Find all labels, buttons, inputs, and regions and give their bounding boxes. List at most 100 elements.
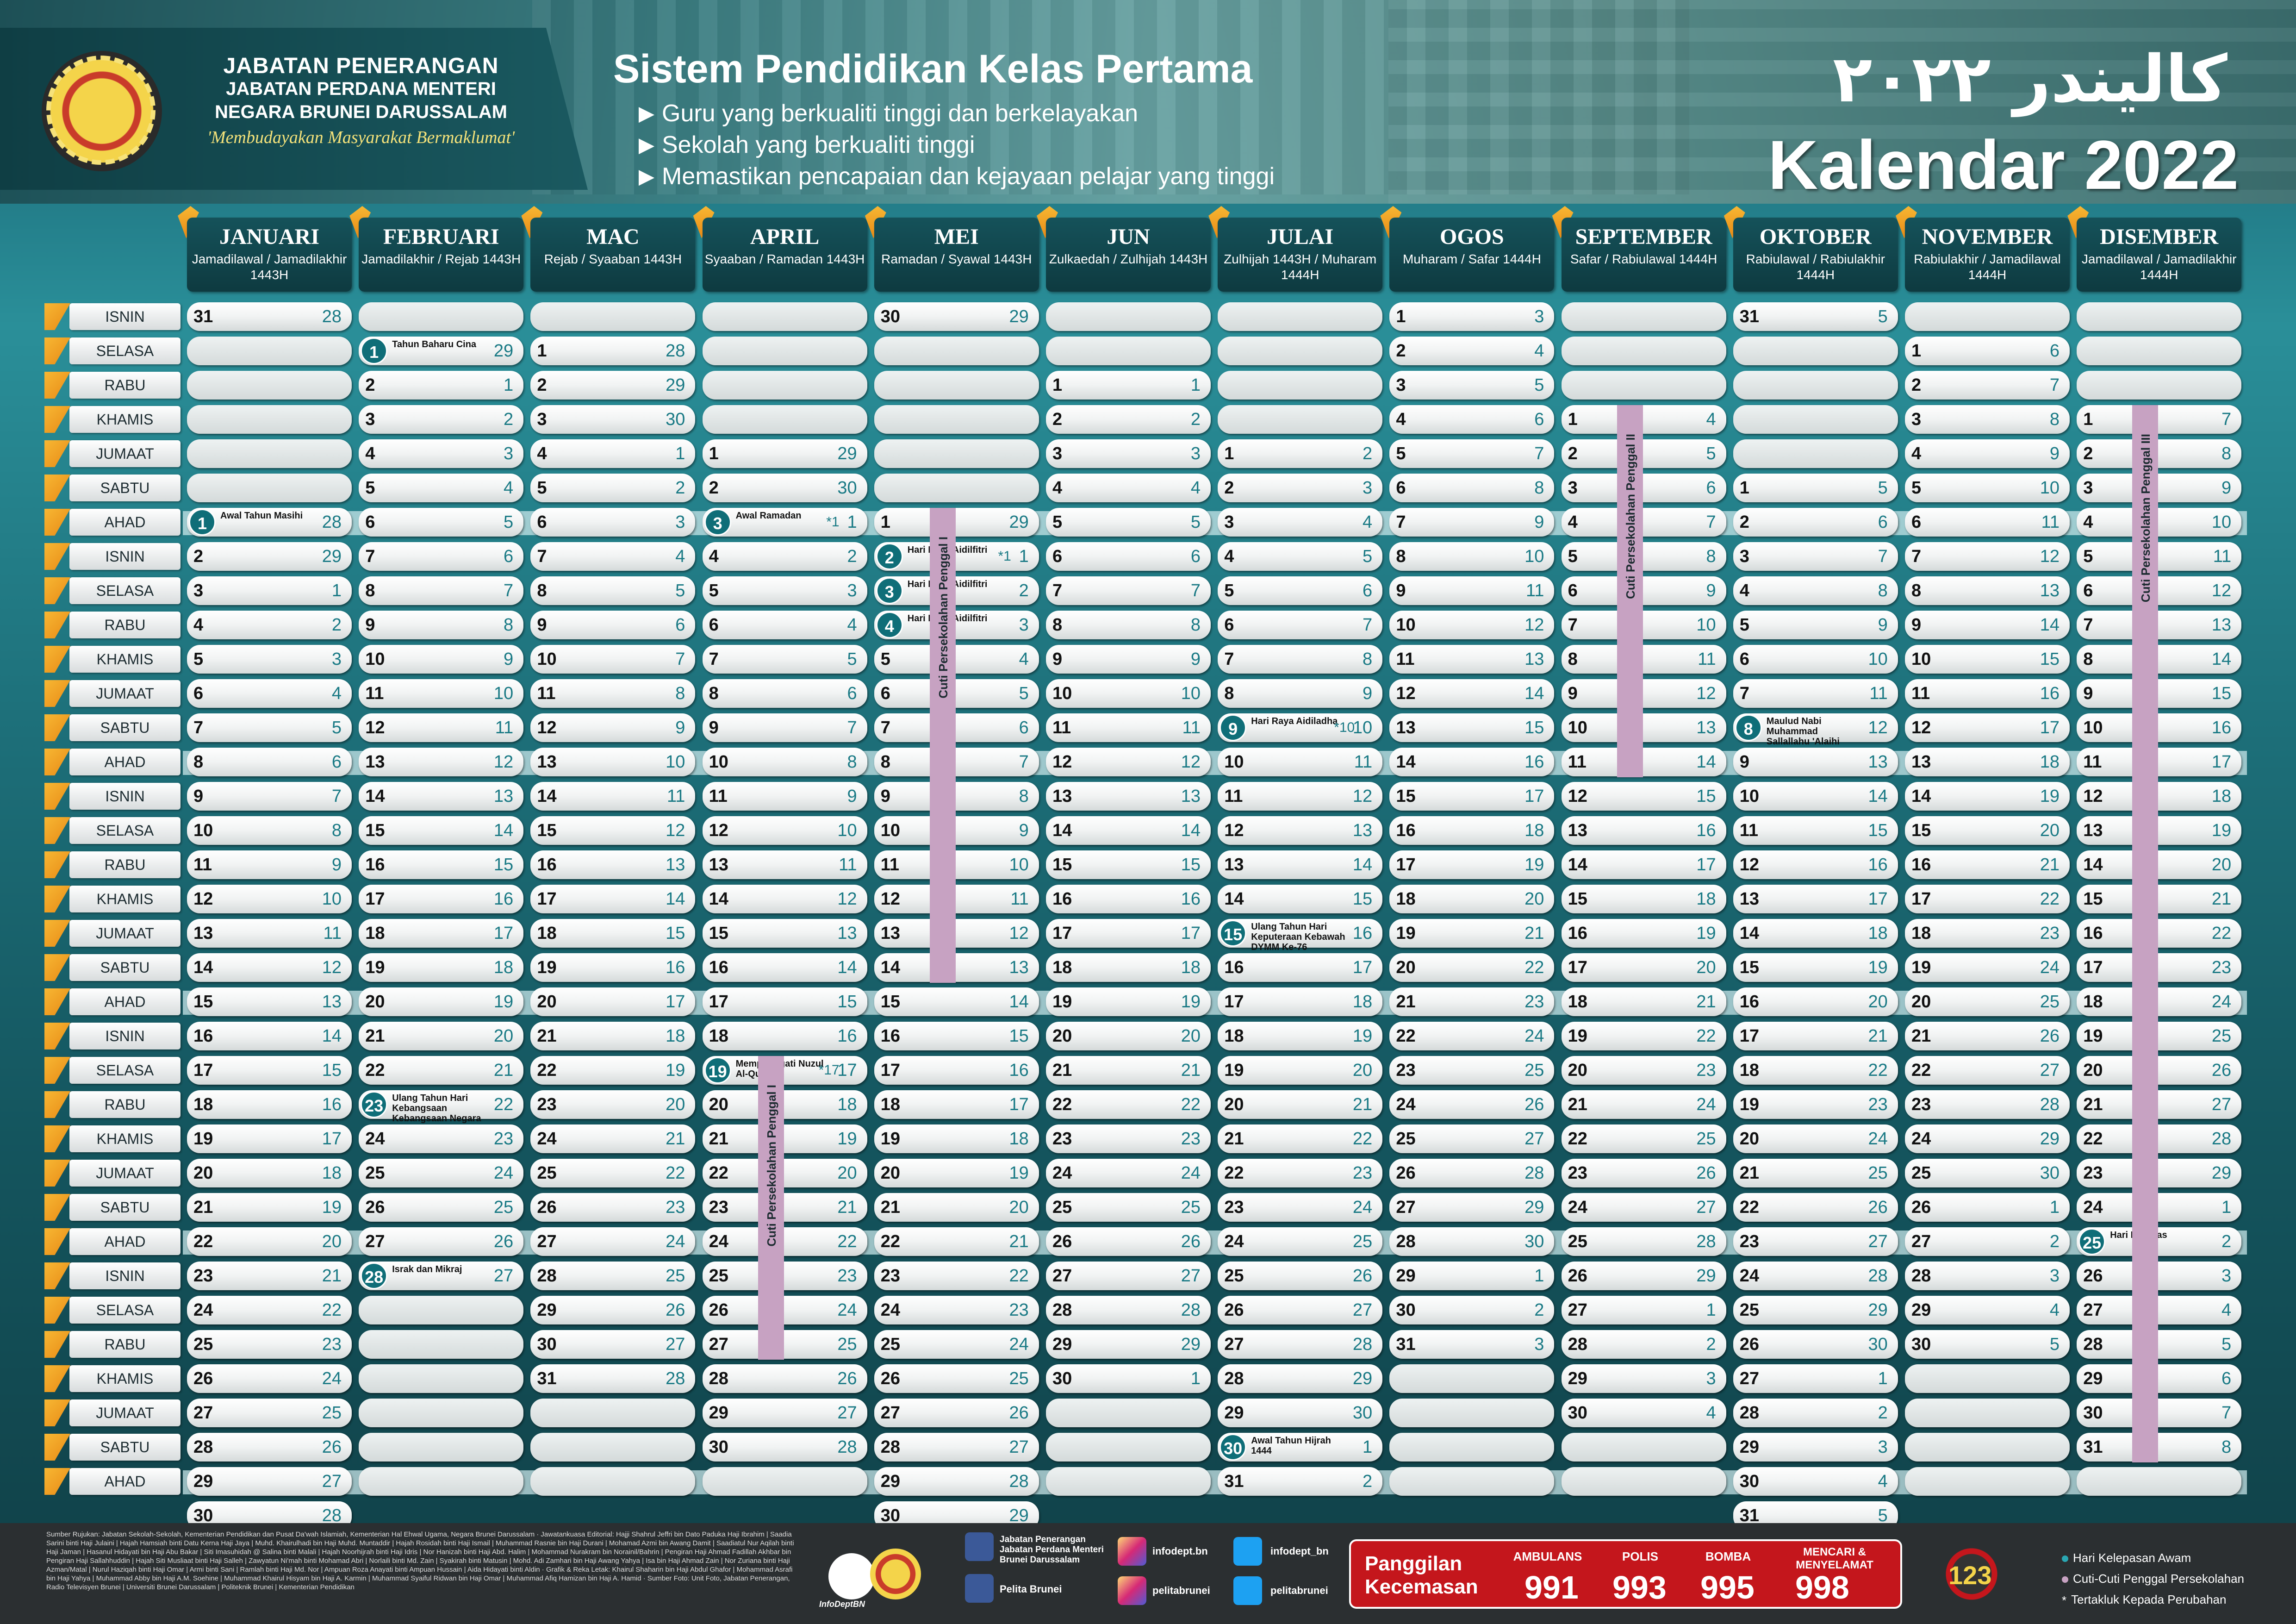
date-cell[interactable]: 14 12 — [702, 885, 867, 913]
date-cell[interactable]: 9 12 — [1561, 679, 1726, 708]
date-cell[interactable]: 23 24 — [1218, 1193, 1383, 1222]
date-cell[interactable]: 23 23 — [1046, 1124, 1211, 1153]
date-cell[interactable]: 2 30 — [702, 474, 867, 502]
date-cell[interactable]: 27 27 — [1046, 1262, 1211, 1290]
date-cell[interactable]: 19 20 — [1218, 1056, 1383, 1085]
date-cell[interactable]: 26 30 — [1733, 1330, 1898, 1359]
date-cell[interactable]: 25 29 — [1733, 1296, 1898, 1324]
date-cell[interactable]: 16 13 — [530, 850, 696, 879]
date-cell[interactable]: 5 10 — [1905, 474, 2070, 502]
police-number[interactable]: 993 — [1612, 1569, 1667, 1605]
date-cell[interactable]: 28 5 — [2077, 1330, 2242, 1359]
date-cell[interactable]: 29 1 — [1389, 1262, 1555, 1290]
date-cell[interactable]: 18 24 — [2077, 987, 2242, 1016]
date-cell[interactable]: 11 17 — [2077, 748, 2242, 776]
date-cell[interactable]: 22 24 — [1389, 1022, 1555, 1050]
date-cell[interactable]: 11 10 — [874, 850, 1039, 879]
date-cell[interactable]: 19 24 — [1905, 953, 2070, 982]
date-cell[interactable]: 18 16 — [702, 1022, 867, 1050]
date-cell[interactable]: 12 10 — [702, 816, 867, 845]
date-cell[interactable]: 14 15 — [1218, 885, 1383, 913]
date-cell[interactable]: 29 4 — [1905, 1296, 2070, 1324]
month-header[interactable]: JUN Zulkaedah / Zulhijah 1443H — [1046, 218, 1211, 292]
date-cell[interactable]: 26 25 — [359, 1193, 524, 1222]
date-cell[interactable]: 10 7 — [530, 645, 696, 674]
date-cell[interactable]: 10 16 — [2077, 713, 2242, 742]
month-header[interactable]: SEPTEMBER Safar / Rabiulawal 1444H — [1561, 218, 1726, 292]
date-cell[interactable]: 17 14 — [530, 885, 696, 913]
date-cell[interactable]: 26 29 — [1561, 1262, 1726, 1290]
date-cell[interactable]: 15 12 — [530, 816, 696, 845]
date-cell[interactable]: 2 29 — [187, 542, 352, 571]
date-cell[interactable]: 17 21 — [1733, 1022, 1898, 1050]
date-cell[interactable]: 9 14 — [1905, 611, 2070, 639]
date-cell[interactable]: 14 17 — [1561, 850, 1726, 879]
date-cell[interactable]: 10 8 — [187, 816, 352, 845]
date-cell[interactable]: 20 19 — [874, 1159, 1039, 1187]
date-cell[interactable]: 7 13 — [2077, 611, 2242, 639]
date-cell[interactable]: 19 18 — [874, 1124, 1039, 1153]
date-cell[interactable]: 25 24 — [874, 1330, 1039, 1359]
date-cell[interactable]: 16 15 — [359, 850, 524, 879]
date-cell[interactable]: 18 17 — [874, 1090, 1039, 1119]
date-cell[interactable]: 12 11 — [359, 713, 524, 742]
date-cell[interactable]: 31 28 — [530, 1364, 696, 1393]
date-cell[interactable]: 27 2 — [1905, 1227, 2070, 1256]
date-cell[interactable]: 11 15 — [1733, 816, 1898, 845]
month-header[interactable]: MEI Ramadan / Syawal 1443H — [874, 218, 1039, 292]
date-cell[interactable]: 18 18 — [1046, 953, 1211, 982]
month-header[interactable]: FEBRUARI Jamadilakhir / Rejab 1443H — [359, 218, 524, 292]
date-cell[interactable]: 11 10 — [359, 679, 524, 708]
date-cell[interactable]: 28 27 — [874, 1433, 1039, 1462]
rescue-number[interactable]: 998 — [1795, 1569, 1849, 1605]
date-cell[interactable]: 6 11 — [1905, 508, 2070, 537]
date-cell[interactable]: 11 9 — [187, 850, 352, 879]
date-cell[interactable]: 9 13 — [1733, 748, 1898, 776]
date-cell[interactable]: 30 2 — [1389, 1296, 1555, 1324]
date-cell[interactable]: 13 11 — [702, 850, 867, 879]
facebook-page-1[interactable]: Jabatan Penerangan Jabatan Perdana Mente… — [1000, 1535, 1104, 1565]
date-cell[interactable]: 20 18 — [702, 1090, 867, 1119]
date-cell[interactable]: 12 11 — [874, 885, 1039, 913]
date-cell[interactable]: 14 12 — [187, 953, 352, 982]
date-cell[interactable]: 15 15 — [1046, 850, 1211, 879]
date-cell[interactable]: 19 22 — [1561, 1022, 1726, 1050]
date-cell[interactable]: 17 23 — [2077, 953, 2242, 982]
instagram-icon[interactable] — [1118, 1537, 1146, 1566]
date-cell[interactable]: 22 20 — [702, 1159, 867, 1187]
date-cell[interactable]: 22 21 — [874, 1227, 1039, 1256]
date-cell[interactable]: 9 15 — [2077, 679, 2242, 708]
date-cell[interactable]: 21 26 — [1905, 1022, 2070, 1050]
date-cell[interactable]: 26 27 — [1218, 1296, 1383, 1324]
date-cell[interactable]: 19 18 — [359, 953, 524, 982]
date-cell[interactable]: 17 16 — [359, 885, 524, 913]
date-cell[interactable]: 25 27 — [1389, 1124, 1555, 1153]
date-cell[interactable]: 2 Hari Raya Aidilfitri *1 1 — [874, 542, 1039, 571]
date-cell[interactable]: 12 12 — [1046, 748, 1211, 776]
date-cell[interactable]: 17 17 — [1046, 919, 1211, 948]
date-cell[interactable]: 27 1 — [1733, 1364, 1898, 1393]
date-cell[interactable]: 28 25 — [530, 1262, 696, 1290]
date-cell[interactable]: 11 16 — [1905, 679, 2070, 708]
date-cell[interactable]: 4 10 — [2077, 508, 2242, 537]
date-cell[interactable]: 22 21 — [359, 1056, 524, 1085]
date-cell[interactable]: 30 1 — [1046, 1364, 1211, 1393]
date-cell[interactable]: 16 17 — [1218, 953, 1383, 982]
date-cell[interactable]: 17 15 — [702, 987, 867, 1016]
date-cell[interactable]: 8 11 — [1561, 645, 1726, 674]
